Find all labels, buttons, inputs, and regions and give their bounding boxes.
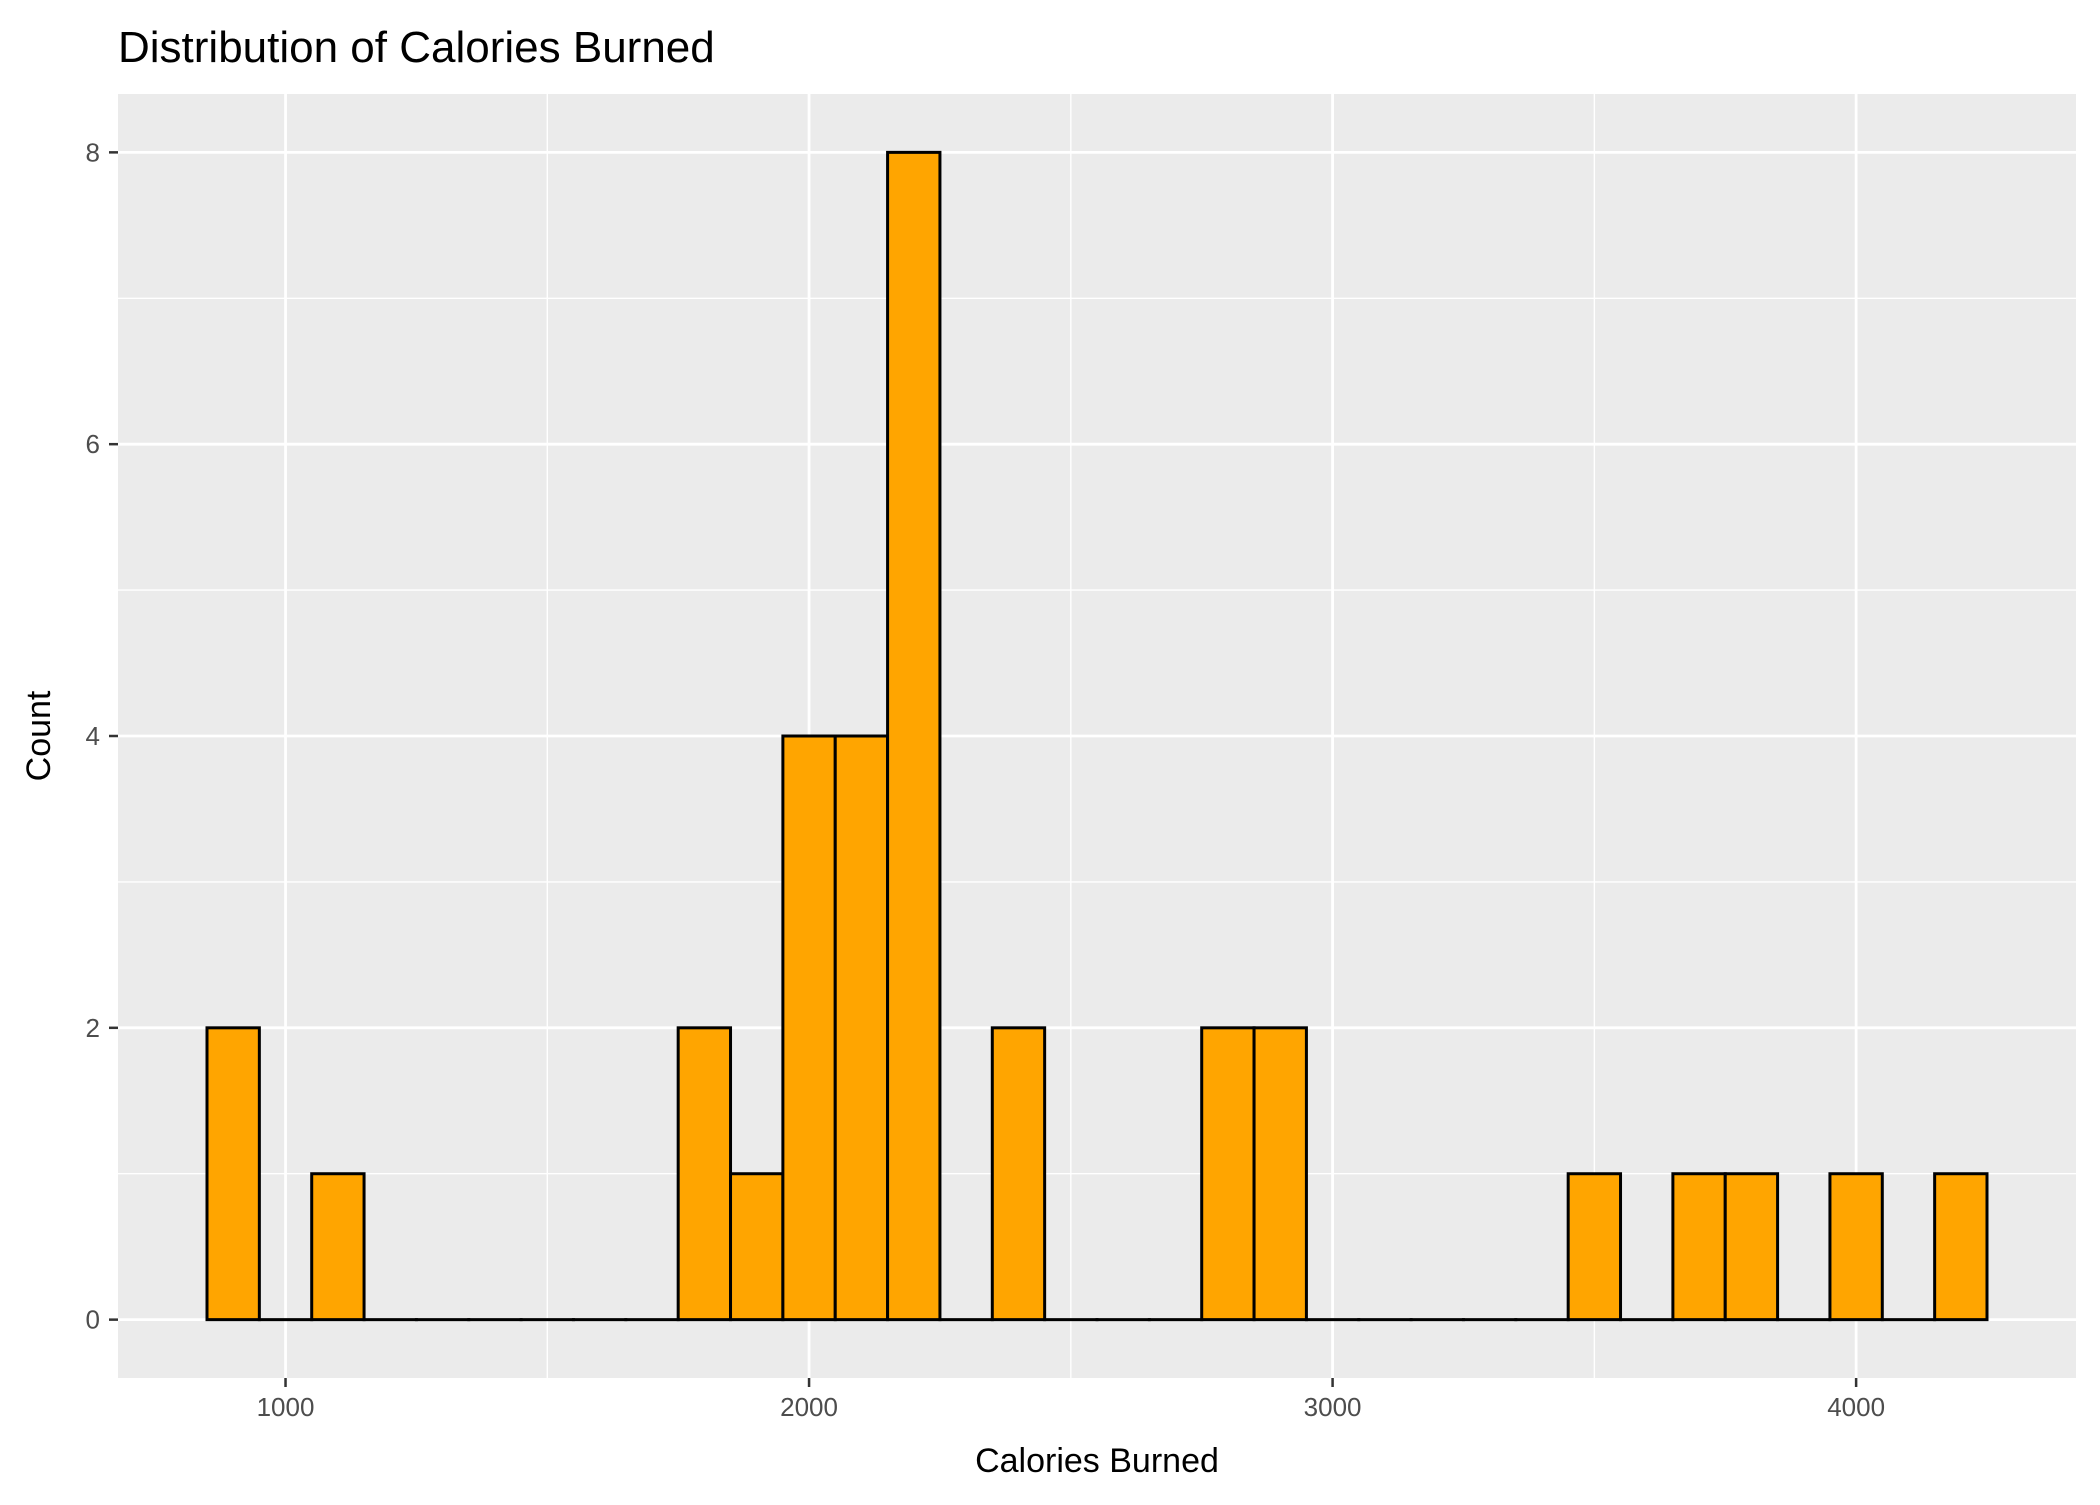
y-tick-label: 4: [86, 721, 100, 751]
x-tick-label: 4000: [1827, 1392, 1885, 1422]
histogram-bar: [1673, 1174, 1725, 1320]
histogram-bar: [1202, 1028, 1254, 1320]
histogram-bar: [1935, 1174, 1987, 1320]
y-tick-label: 0: [86, 1305, 100, 1335]
x-axis-title: Calories Burned: [975, 1442, 1219, 1480]
x-tick-label: 2000: [780, 1392, 838, 1422]
histogram-bar: [888, 152, 940, 1319]
histogram-bar: [992, 1028, 1044, 1320]
histogram-bar: [312, 1174, 364, 1320]
histogram-bar: [1725, 1174, 1777, 1320]
x-axis: 1000 2000 3000 4000: [257, 1378, 1885, 1422]
histogram-bar: [1568, 1174, 1620, 1320]
histogram-bar: [783, 736, 835, 1320]
histogram-bar: [678, 1028, 730, 1320]
y-tick-label: 6: [86, 429, 100, 459]
x-tick-label: 3000: [1304, 1392, 1362, 1422]
y-axis-title: Count: [20, 690, 58, 781]
y-tick-label: 8: [86, 137, 100, 167]
histogram-bar: [1254, 1028, 1306, 1320]
histogram-bar: [207, 1028, 259, 1320]
y-axis: 0 2 4 6 8: [86, 137, 118, 1334]
histogram-bar: [1830, 1174, 1882, 1320]
x-tick-label: 1000: [257, 1392, 315, 1422]
histogram-bar: [731, 1174, 783, 1320]
histogram-bar: [835, 736, 887, 1320]
chart-title: Distribution of Calories Burned: [118, 23, 715, 72]
y-tick-label: 2: [86, 1013, 100, 1043]
